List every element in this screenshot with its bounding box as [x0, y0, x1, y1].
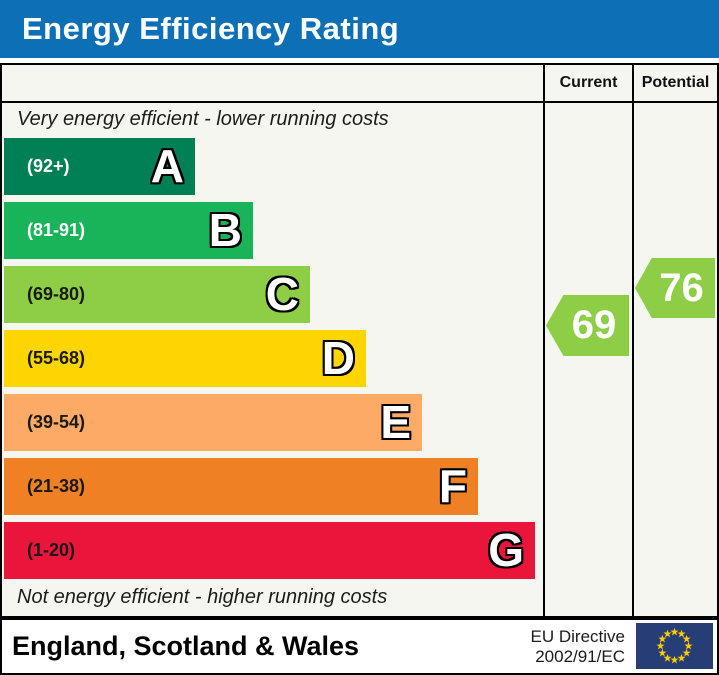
- current-column-divider: [543, 65, 545, 616]
- eu-directive-label: EU Directive 2002/91/EC: [530, 627, 625, 666]
- potential-rating-arrow: 76: [635, 258, 715, 318]
- band-range-label: (69-80): [27, 284, 86, 304]
- band-row-b: (81-91) B: [4, 202, 253, 259]
- band-letter: C: [265, 268, 299, 320]
- band-letter: G: [488, 524, 524, 576]
- band-letter: D: [321, 332, 355, 384]
- band-range-label: (81-91): [27, 220, 86, 240]
- band-range-label: (55-68): [27, 348, 86, 368]
- band-range-label: (21-38): [27, 476, 86, 496]
- current-column-header: Current: [559, 74, 618, 91]
- band-row-c: (69-80) C: [4, 266, 310, 323]
- rating-table: Current Potential Very energy efficient …: [0, 63, 719, 618]
- band-row-a: (92+) A: [4, 138, 195, 195]
- potential-column-header: Potential: [641, 74, 710, 91]
- band-row-f: (21-38) F: [4, 458, 478, 515]
- top-note: Very energy efficient - lower running co…: [17, 108, 389, 130]
- band-range-label: (39-54): [27, 412, 86, 432]
- title-bar: Energy Efficiency Rating: [0, 0, 719, 58]
- band-row-e: (39-54) E: [4, 394, 422, 451]
- band-letter: F: [438, 460, 467, 512]
- current-rating-arrow: 69: [546, 295, 629, 356]
- band-letter: B: [208, 204, 242, 256]
- band-letter: E: [380, 396, 411, 448]
- current-rating-value: 69: [571, 303, 617, 347]
- bottom-note: Not energy efficient - higher running co…: [17, 586, 388, 608]
- band-range-label: (92+): [27, 156, 70, 176]
- band-row-d: (55-68) D: [4, 330, 366, 387]
- potential-column-divider: [632, 65, 634, 616]
- potential-rating-value: 76: [659, 266, 704, 310]
- band-range-label: (1-20): [27, 540, 76, 560]
- page-title: Energy Efficiency Rating: [22, 11, 400, 46]
- band-row-g: (1-20) G: [4, 522, 535, 579]
- footer-bar: England, Scotland & Wales EU Directive 2…: [0, 618, 719, 675]
- eu-flag-icon: [636, 623, 713, 669]
- region-label: England, Scotland & Wales: [12, 631, 360, 661]
- header-row-divider: [2, 101, 717, 103]
- band-letter: A: [150, 140, 184, 192]
